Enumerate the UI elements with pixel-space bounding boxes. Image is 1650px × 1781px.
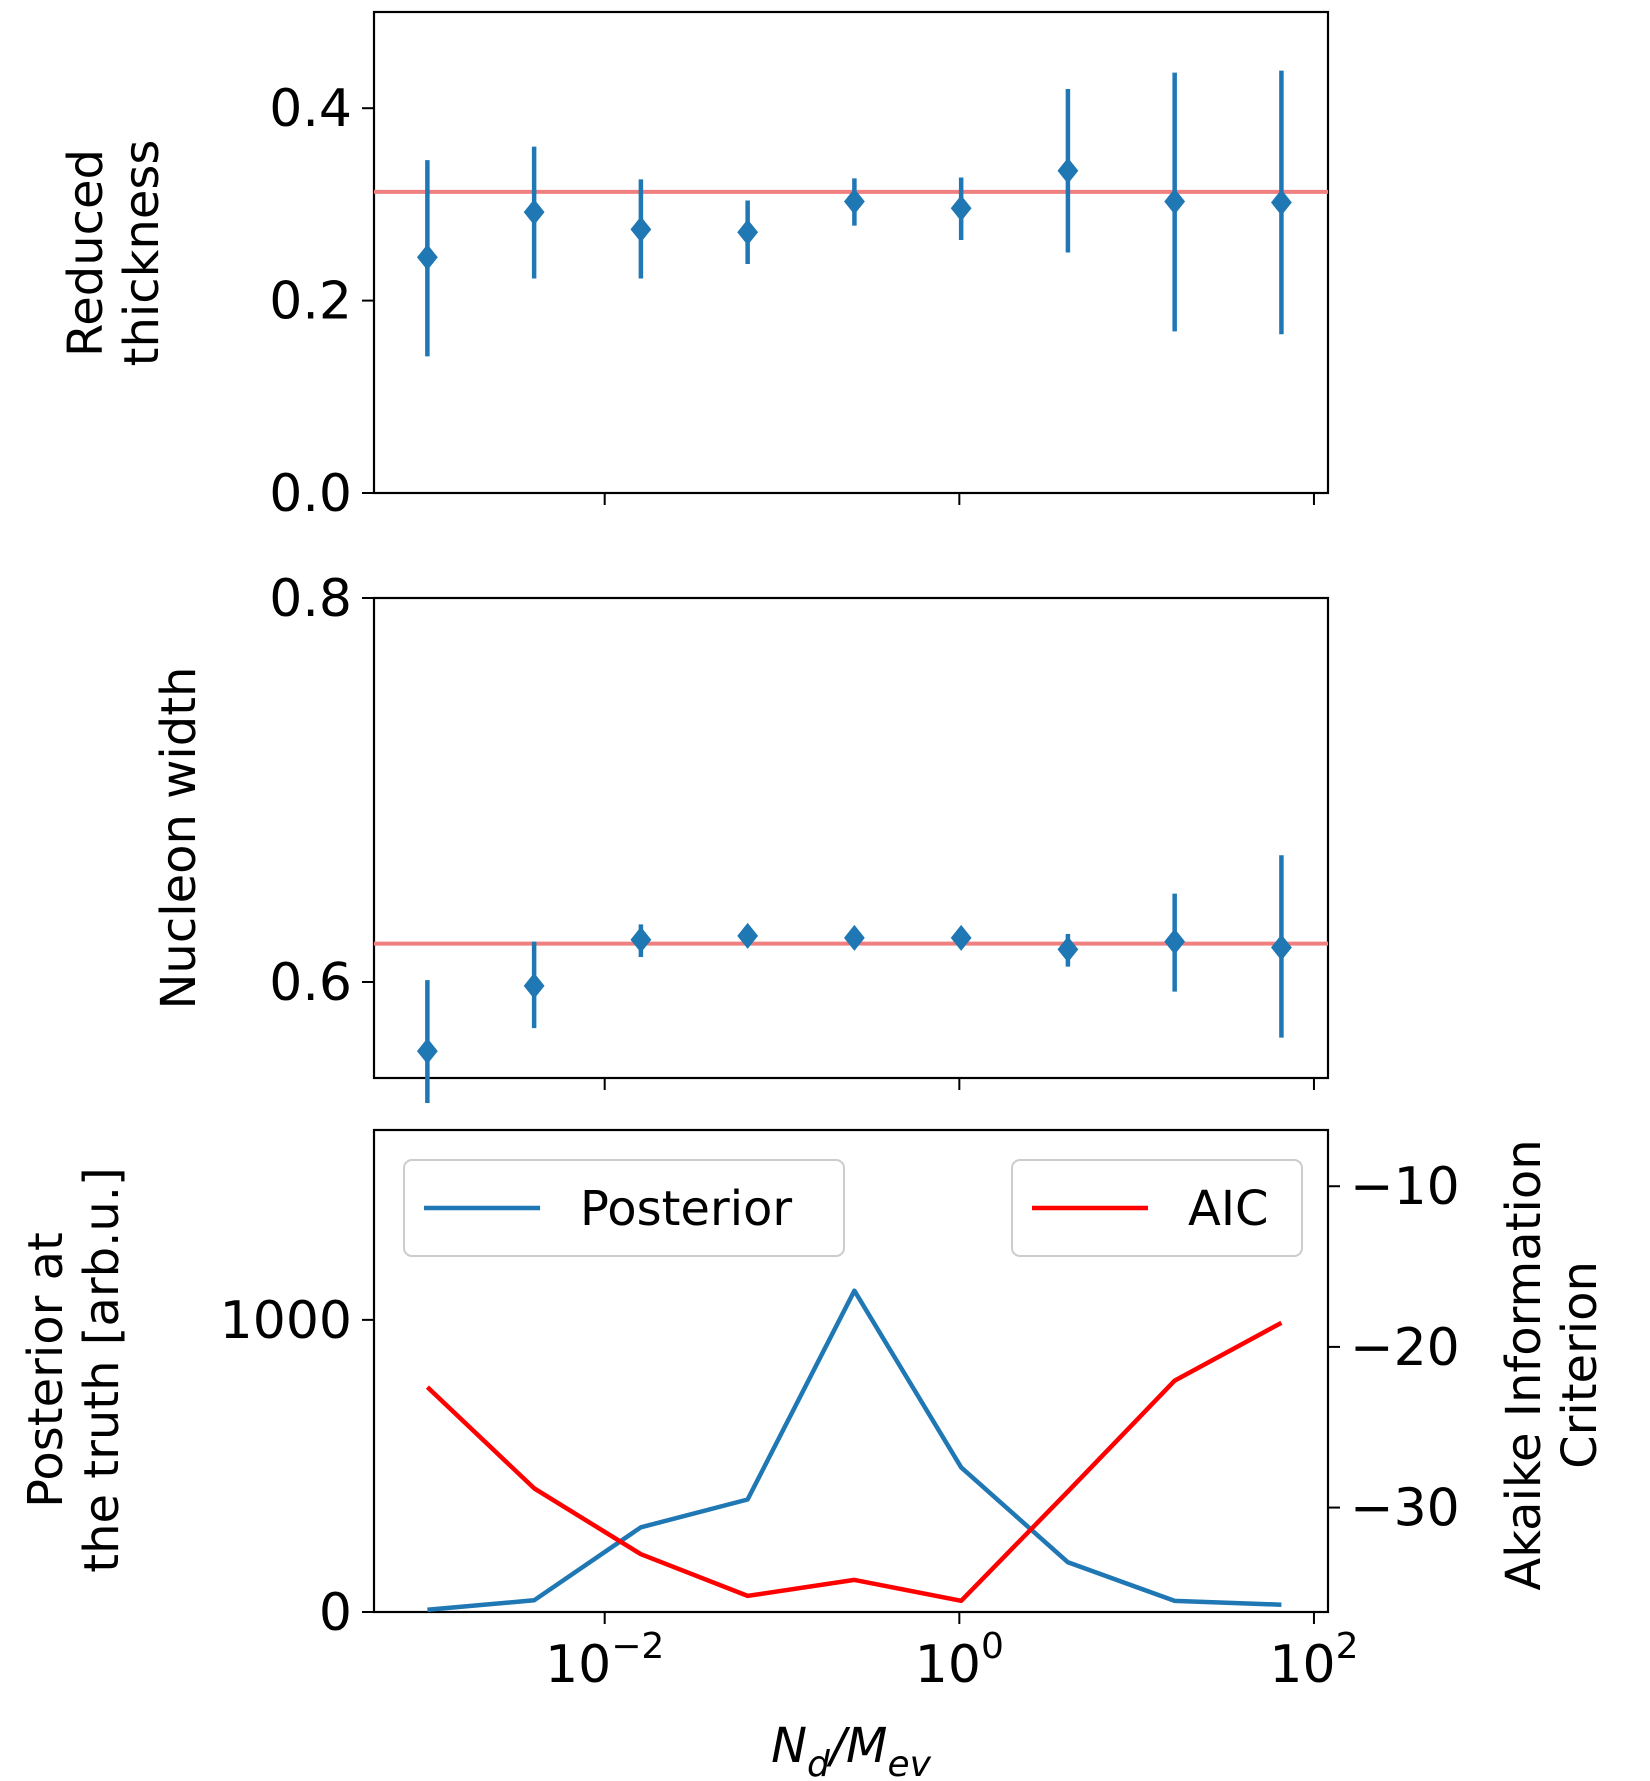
axes-frame bbox=[372, 596, 1330, 1080]
panel-nucleon-width: 0.6 0.8 Nucleon width bbox=[151, 569, 1330, 1103]
data-point bbox=[1164, 188, 1186, 215]
x-axis-label: Nd/Mev bbox=[771, 1718, 932, 1781]
y2-tick-label: −10 bbox=[1350, 1157, 1460, 1217]
y-tick-label: 0.6 bbox=[269, 953, 352, 1013]
axes-frame bbox=[372, 1128, 1330, 1614]
series-line-aic bbox=[425, 1320, 1283, 1604]
legend-box bbox=[403, 1159, 845, 1257]
data-point bbox=[950, 924, 972, 951]
x-tick-label: 100 bbox=[915, 1626, 1004, 1695]
data-point bbox=[630, 926, 652, 953]
y-axis-label-line: Reduced bbox=[58, 149, 114, 357]
y-tick-label: 0.2 bbox=[269, 272, 352, 332]
legend-label: Posterior bbox=[580, 1181, 792, 1237]
x-axis-label-part: N bbox=[771, 1718, 807, 1774]
x-tick-label-base: 10 bbox=[1269, 1635, 1335, 1695]
data-point bbox=[737, 922, 759, 949]
data-point bbox=[843, 924, 865, 951]
y-tick-label: 0.0 bbox=[269, 464, 352, 524]
x-tick-label-exponent: 0 bbox=[981, 1626, 1004, 1667]
legend-label: AIC bbox=[1188, 1181, 1269, 1237]
x-tick-label-base: 10 bbox=[545, 1635, 611, 1695]
y-axis-label: Akaike InformationCriterion bbox=[1496, 1139, 1608, 1590]
data-point bbox=[523, 972, 545, 999]
y-axis-label-line: thickness bbox=[114, 140, 170, 367]
x-tick-label-exponent: 2 bbox=[1336, 1626, 1359, 1667]
y2-tick-label: −30 bbox=[1350, 1479, 1460, 1539]
y-axis-label-line: Akaike Information bbox=[1496, 1139, 1552, 1590]
y-axis-label-line: Posterior at bbox=[18, 1232, 74, 1508]
x-axis-label-part: M bbox=[846, 1718, 887, 1774]
x-axis-label-subscript: d bbox=[807, 1744, 831, 1781]
data-point bbox=[1271, 934, 1292, 961]
x-tick-label-base: 10 bbox=[915, 1635, 981, 1695]
y-tick-label: 0.8 bbox=[269, 569, 352, 629]
y-axis-label: Nucleon width bbox=[151, 667, 207, 1010]
y-tick-label: 0 bbox=[319, 1583, 352, 1643]
y-axis-label-line: Criterion bbox=[1552, 1261, 1608, 1469]
x-axis-label-subscript: ev bbox=[887, 1744, 931, 1781]
x-tick-label-exponent: −2 bbox=[611, 1626, 664, 1667]
y-tick-label: 0.4 bbox=[269, 79, 352, 139]
data-point bbox=[523, 199, 545, 226]
y-axis-label: Reducedthickness bbox=[58, 140, 170, 367]
x-tick-label: 10−2 bbox=[545, 1626, 664, 1695]
data-point bbox=[630, 216, 652, 243]
data-point bbox=[950, 195, 972, 222]
data-point bbox=[1271, 189, 1292, 216]
series-line-posterior bbox=[427, 1288, 1282, 1612]
y-axis-label-line: the truth [arb.u.] bbox=[74, 1167, 130, 1573]
legend-box bbox=[1011, 1159, 1303, 1257]
panel-reduced-thickness: 0.0 0.2 0.4 Reducedthickness bbox=[58, 10, 1330, 524]
x-tick-label: 102 bbox=[1269, 1626, 1358, 1695]
data-point bbox=[1057, 157, 1079, 184]
data-point bbox=[737, 219, 759, 246]
data-point bbox=[843, 188, 865, 215]
y-tick-label: 1000 bbox=[220, 1291, 352, 1351]
data-point bbox=[1164, 928, 1186, 955]
data-point bbox=[416, 1038, 438, 1065]
y2-tick-label: −20 bbox=[1350, 1318, 1460, 1378]
data-point bbox=[416, 244, 438, 271]
axes-frame bbox=[372, 10, 1330, 495]
data-point bbox=[1057, 936, 1079, 963]
y-axis-label: Posterior atthe truth [arb.u.] bbox=[18, 1167, 130, 1573]
